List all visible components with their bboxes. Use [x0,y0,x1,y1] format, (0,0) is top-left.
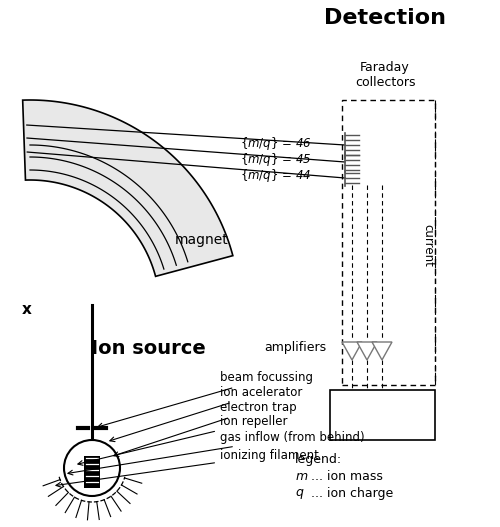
Text: ionizing filament: ionizing filament [56,448,319,487]
Text: output: output [362,419,403,433]
Text: electron trap: electron trap [114,402,296,456]
Text: amplifiers: amplifiers [264,341,326,355]
Text: Faraday: Faraday [360,62,410,74]
Text: ion acelerator: ion acelerator [110,386,302,442]
Text: ion repeller: ion repeller [78,415,288,465]
Text: ... ion charge: ... ion charge [307,487,393,501]
Bar [84,456,100,488]
Text: legend:: legend: [295,454,342,466]
Text: beam focussing: beam focussing [98,372,313,428]
Text: ... ion mass: ... ion mass [307,471,383,483]
Polygon shape [22,100,233,276]
Polygon shape [357,342,377,360]
Text: $\{m/q\}$ = 44: $\{m/q\}$ = 44 [240,168,311,184]
Text: x: x [22,302,32,317]
Text: gas inflow (from behind): gas inflow (from behind) [68,431,364,475]
Text: collectors: collectors [355,75,415,89]
Text: Ion source: Ion source [90,338,206,357]
Bar [330,390,435,440]
Bar [342,100,435,385]
Polygon shape [342,342,362,360]
Text: Detection: Detection [324,8,446,28]
Text: $m$: $m$ [295,471,308,483]
Text: $\{m/q\}$ = 45: $\{m/q\}$ = 45 [240,151,312,169]
Polygon shape [372,342,392,360]
Circle shape [64,440,120,496]
Text: magnet: magnet [175,233,229,247]
Text: ratio: ratio [368,404,396,416]
Text: $q$: $q$ [295,487,304,501]
Text: $\{m/q\}$ = 46: $\{m/q\}$ = 46 [240,134,312,151]
Text: current: current [422,223,434,267]
